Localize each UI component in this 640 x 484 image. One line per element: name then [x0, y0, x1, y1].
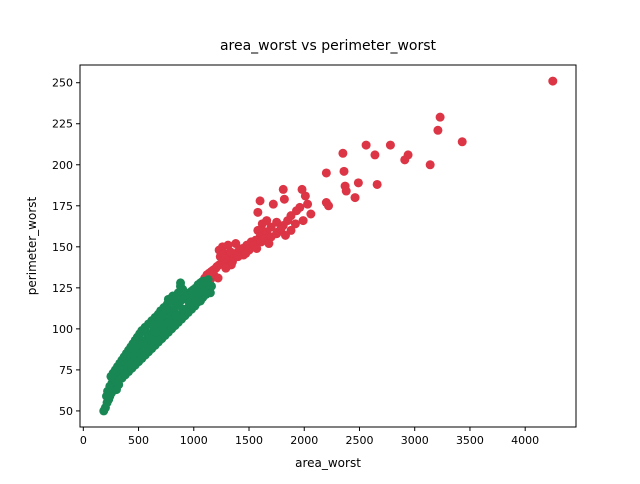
data-point: [372, 179, 382, 189]
data-point: [102, 391, 112, 401]
data-point: [241, 248, 251, 258]
data-point: [339, 166, 349, 176]
data-point: [400, 155, 410, 165]
data-point: [138, 337, 148, 347]
data-point: [548, 76, 558, 86]
y-axis: 50 75 100 125 150 175 200 225 250: [52, 77, 80, 418]
data-point: [435, 112, 445, 122]
data-point: [321, 168, 331, 178]
x-tick-label: 4000: [511, 434, 539, 447]
y-tick-label: 200: [52, 159, 73, 172]
data-point: [433, 125, 443, 135]
x-tick-label: 1000: [180, 434, 208, 447]
y-tick-label: 100: [52, 323, 73, 336]
x-axis-label: area_worst: [295, 456, 361, 470]
data-point: [338, 148, 348, 158]
data-point: [221, 263, 231, 273]
data-point: [278, 184, 288, 194]
y-tick-label: 250: [52, 77, 73, 90]
y-axis-label: perimeter_worst: [25, 197, 39, 296]
plot-frame: [79, 64, 577, 428]
data-point: [189, 293, 199, 303]
data-point: [253, 207, 263, 217]
x-tick-label: 500: [128, 434, 149, 447]
data-point: [213, 273, 223, 283]
data-point: [257, 219, 267, 229]
data-point: [106, 371, 116, 381]
data-point: [385, 140, 395, 150]
x-tick-label: 3000: [401, 434, 429, 447]
data-points: [99, 76, 558, 416]
x-tick-label: 2000: [290, 434, 318, 447]
data-point: [306, 209, 316, 219]
data-point: [268, 199, 278, 209]
y-tick-label: 50: [59, 405, 73, 418]
data-point: [370, 150, 380, 160]
x-tick-label: 0: [80, 434, 87, 447]
data-point: [361, 140, 371, 150]
data-point: [425, 160, 435, 170]
data-point: [279, 194, 289, 204]
data-point: [300, 191, 310, 201]
data-point: [280, 230, 290, 240]
data-point: [176, 278, 186, 288]
data-point: [290, 219, 300, 229]
data-point: [256, 237, 266, 247]
data-point: [156, 317, 166, 327]
data-point: [148, 321, 158, 331]
data-point: [164, 317, 174, 327]
data-point: [233, 252, 243, 262]
data-point: [231, 239, 241, 249]
data-point: [353, 178, 363, 188]
y-tick-label: 150: [52, 241, 73, 254]
data-point: [178, 304, 188, 314]
x-tick-label: 1500: [235, 434, 263, 447]
data-point: [350, 193, 360, 203]
chart-title: area_worst vs perimeter_worst: [220, 38, 437, 54]
x-tick-label: 2500: [345, 434, 373, 447]
x-axis: 0 500 1000 1500 2000 2500 3000 3500 4000: [80, 427, 539, 447]
data-point: [255, 196, 265, 206]
data-point: [171, 311, 181, 321]
y-tick-label: 75: [59, 364, 73, 377]
data-point: [163, 294, 173, 304]
data-point: [225, 247, 235, 257]
data-point: [457, 137, 467, 147]
data-point: [341, 186, 351, 196]
y-tick-label: 225: [52, 118, 73, 131]
x-tick-label: 3500: [456, 434, 484, 447]
data-point: [141, 327, 151, 337]
data-point: [212, 262, 222, 272]
data-point: [298, 216, 308, 226]
data-point: [264, 239, 274, 249]
y-tick-label: 175: [52, 200, 73, 213]
data-point: [324, 201, 334, 211]
data-point: [303, 199, 313, 209]
y-tick-label: 125: [52, 282, 73, 295]
data-point: [276, 224, 286, 234]
data-point: [252, 243, 262, 253]
